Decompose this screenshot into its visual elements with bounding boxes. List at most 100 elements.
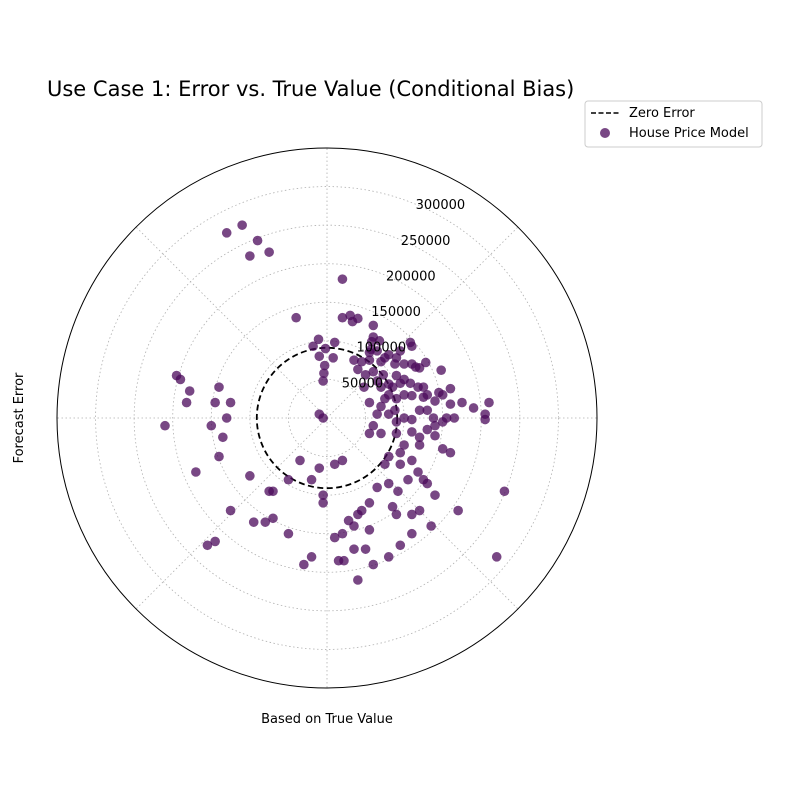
legend-frame [584,100,763,148]
scatter-point [445,399,456,409]
scatter-point [391,428,402,439]
radial-tick-label: 200000 [386,269,436,284]
scatter-point [407,390,417,401]
scatter-point [210,536,220,547]
scatter-point [422,424,433,435]
scatter-point [395,346,406,356]
scatter-point [457,397,467,408]
scatter-point [268,513,278,524]
scatter-point [184,386,195,396]
y-axis-label: Forecast Error [12,372,27,463]
scatter-point [484,397,494,408]
scatter-point [391,370,402,381]
scatter-point [360,370,371,380]
scatter-point [353,364,363,375]
scatter-point [407,528,417,539]
scatter-point [380,353,390,363]
scatter-point [368,559,379,570]
scatter-point [430,420,440,431]
scatter-point [318,413,328,423]
scatter-point [337,528,348,539]
angular-grid [57,148,597,688]
scatter-point [319,360,330,371]
scatter-point [407,509,417,520]
scatter-point [422,405,433,416]
scatter-point [428,413,439,423]
scatter-point [390,359,400,369]
legend: Zero Error House Price Model [584,100,763,148]
scatter-point [491,552,502,562]
angular-grid-spoke [135,226,328,419]
scatter-point [364,355,375,365]
scatter-point [380,459,390,470]
scatter-point [383,552,394,562]
scatter-point [202,540,213,551]
scatter-point [252,235,263,246]
scatter-point [218,432,228,443]
legend-marker-house-price-model [600,128,610,138]
scatter-point [248,517,259,527]
scatter-point [314,351,325,362]
scatter-point [319,368,329,379]
chart-title: Use Case 1: Error vs. True Value (Condit… [47,77,574,101]
scatter-point [160,420,170,431]
scatter-point [399,413,409,423]
scatter-point [210,397,220,408]
scatter-point [245,471,255,481]
scatter-point [437,390,448,400]
scatter-point [405,378,416,389]
scatter-point [349,544,359,554]
scatter-point [380,393,390,404]
scatter-point [374,336,385,346]
scatter-point [283,528,294,539]
scatter-point [364,347,375,358]
scatter-point [399,359,409,369]
scatter-point [468,403,479,413]
scatter-point [368,420,379,431]
scatter-point [260,517,271,527]
scatter-point [349,355,359,365]
radial-grid-ring [95,186,559,650]
scatter-point [291,312,301,323]
scatter-point [387,501,398,512]
polar-frame [56,147,598,689]
scatter-point [264,247,274,257]
scatter-point [237,220,247,230]
scatter-point [445,383,456,394]
scatter-point [359,382,369,392]
scatter-point [245,251,255,261]
angular-grid-spoke [326,226,519,419]
scatter-point [383,478,394,489]
scatter-point [395,459,406,470]
scatter-point [295,455,305,466]
scatter-point [221,413,232,423]
scatter-point [391,509,402,520]
scatter-point [299,559,309,570]
scatter-point [407,455,417,466]
scatter-point [407,341,417,352]
radial-tick-labels: 50000 100000 150000 200000 250000 300000 [342,198,465,391]
scatter-point [368,320,379,331]
scatter-point [306,474,317,485]
scatter-point [329,337,340,348]
scatter-point [339,555,349,566]
scatter-point [407,427,417,437]
scatter-point [356,356,367,367]
scatter-point [399,440,409,450]
radial-tick-label: 150000 [371,305,421,320]
scatter-point [413,467,423,477]
scatter-point [436,365,446,375]
scatter-point [445,447,456,458]
scatter-point [399,390,409,400]
scatter-point [214,382,224,392]
scatter-point [308,341,318,352]
scatter-point [437,444,448,454]
x-axis-label: Based on True Value [261,712,393,727]
radial-tick-label: 300000 [416,198,466,213]
scatter-point [422,390,433,400]
scatter-point [328,353,338,363]
scatter-point [372,346,382,356]
scatter-point [313,334,324,345]
scatter-point [337,312,348,323]
scatter-point [430,396,440,406]
